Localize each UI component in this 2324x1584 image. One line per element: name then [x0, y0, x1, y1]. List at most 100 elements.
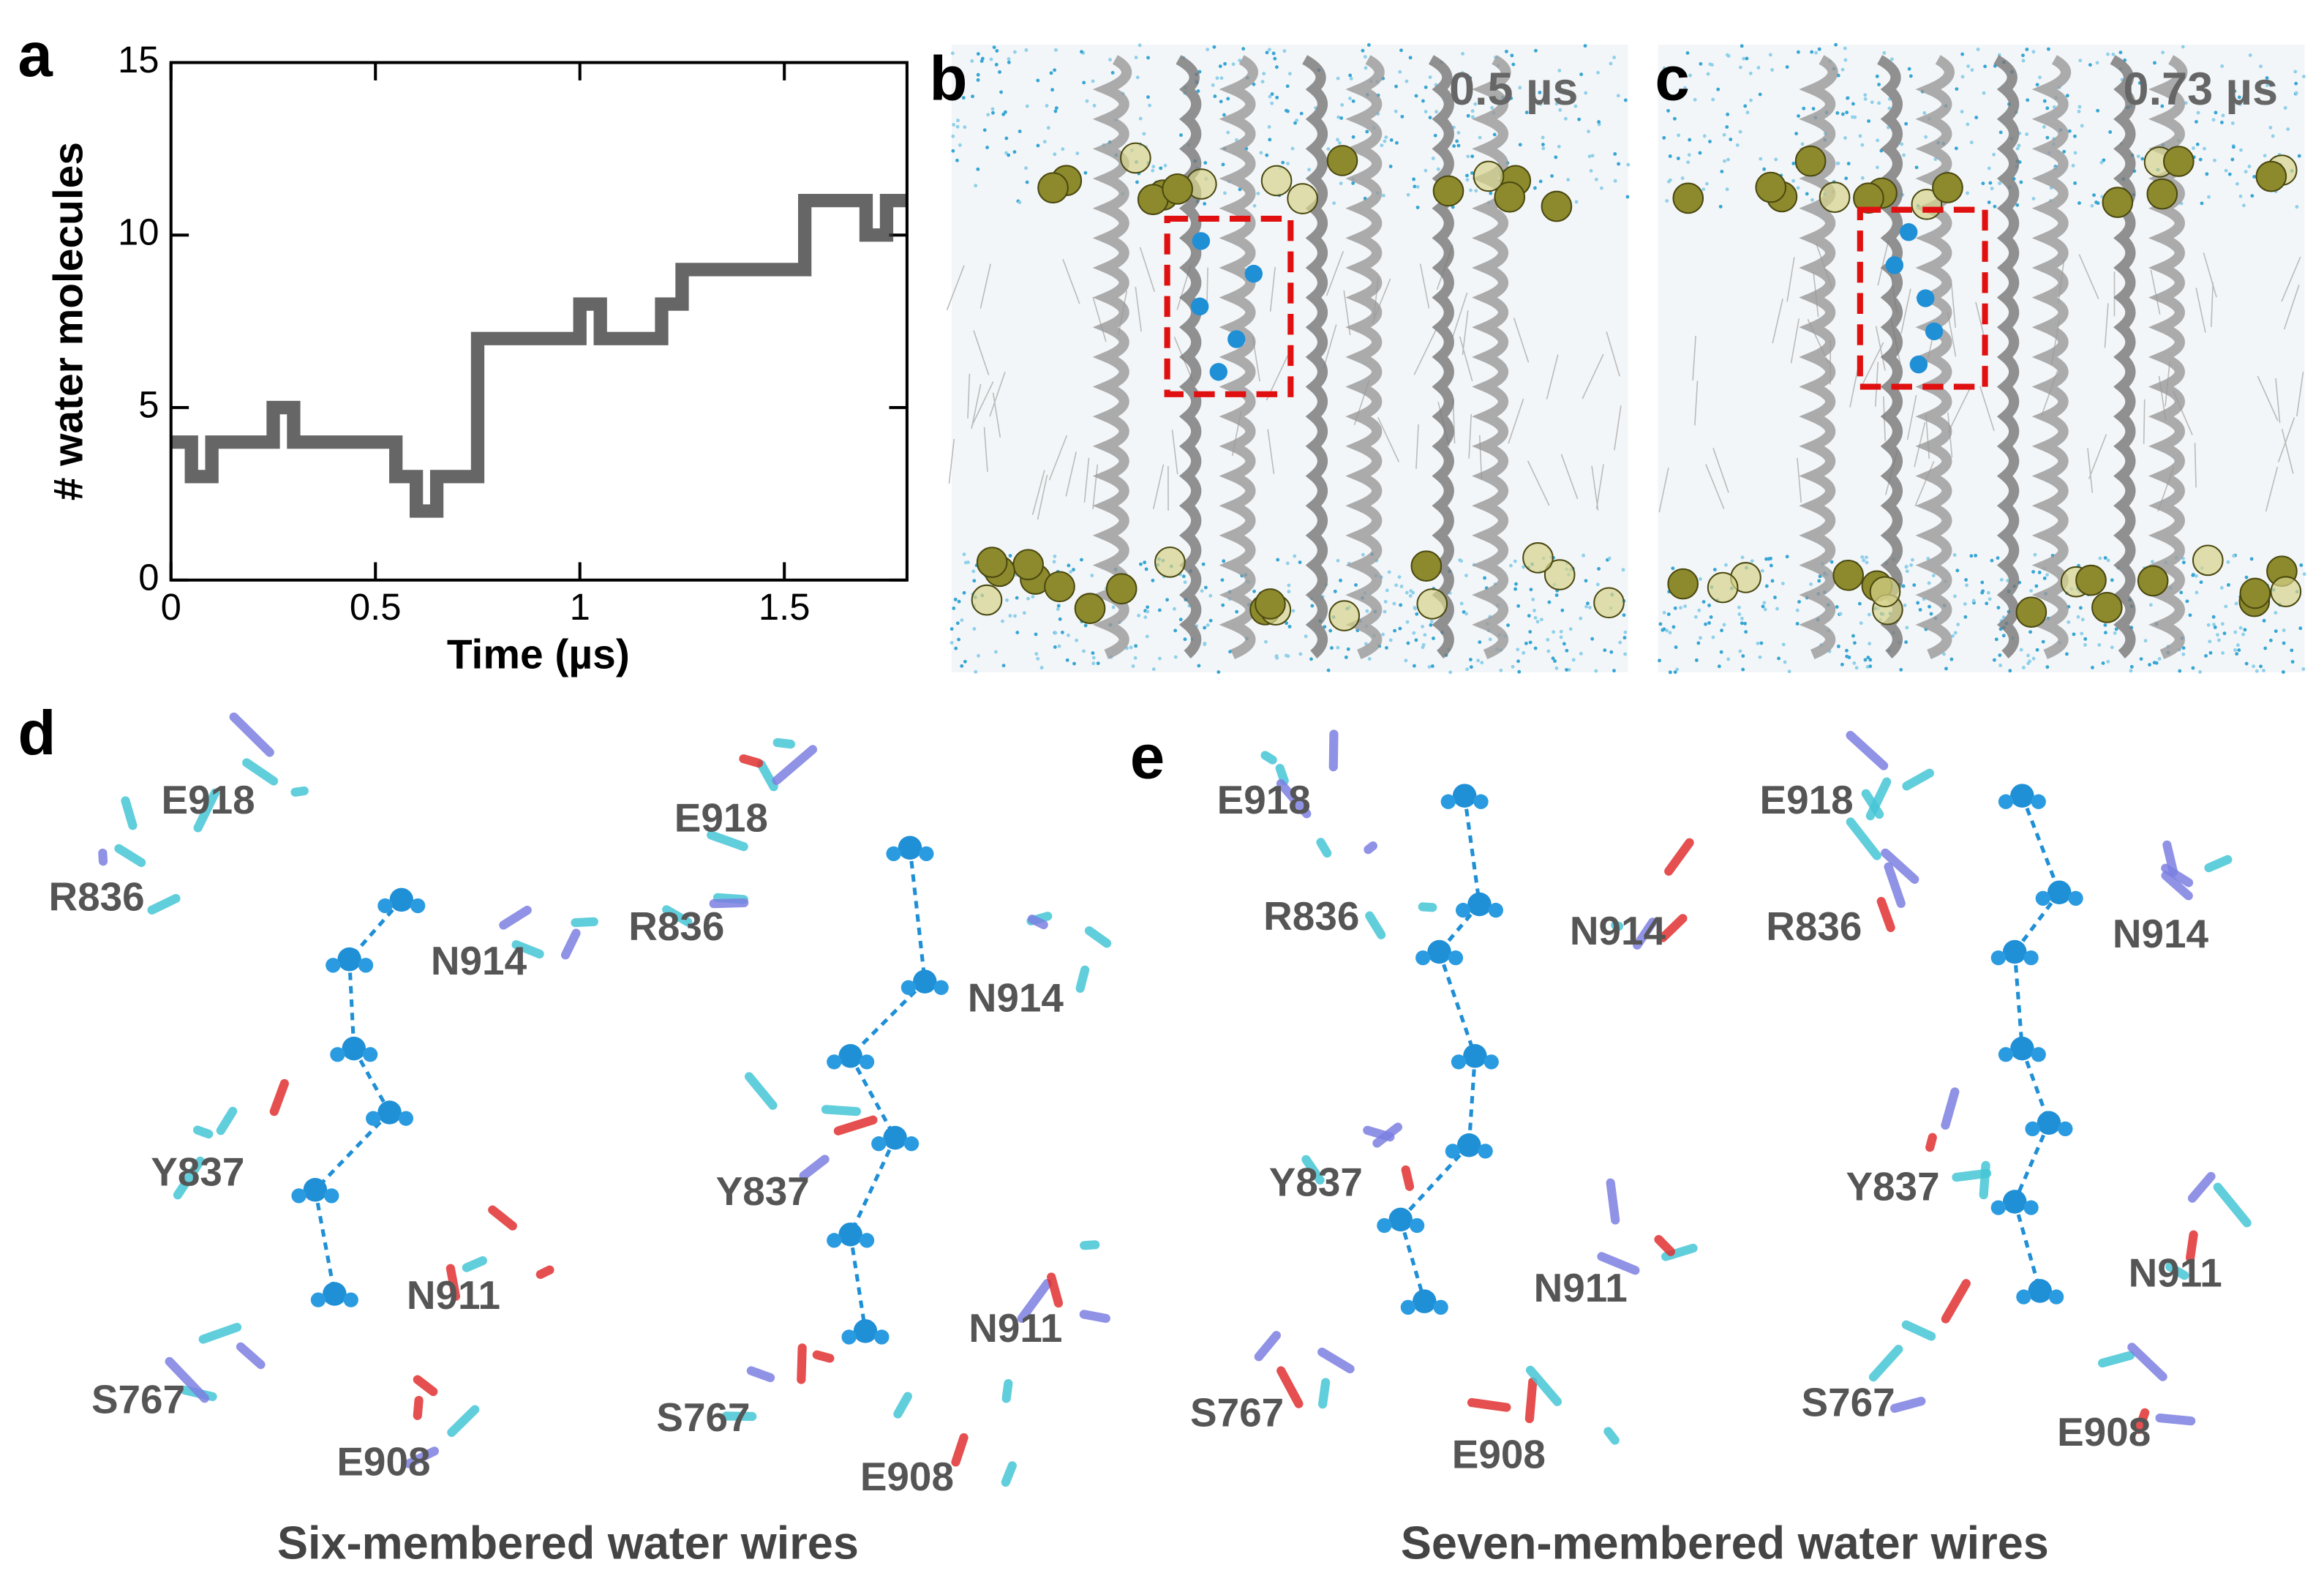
water-dot — [1339, 578, 1342, 582]
water-dot — [1299, 111, 1304, 116]
water-dot — [1666, 108, 1670, 113]
lipid-tail — [2283, 284, 2300, 330]
water-oxygen — [853, 1319, 878, 1343]
water-oxygen — [1467, 892, 1492, 917]
bond — [511, 940, 544, 959]
water-oxygen — [1412, 1289, 1437, 1313]
water-dot — [1514, 582, 1518, 586]
water-dot — [1421, 642, 1426, 647]
water-dot — [1916, 601, 1920, 605]
water-dot — [2213, 158, 2216, 162]
water-oxygen — [389, 887, 414, 912]
water-dot — [1588, 605, 1592, 609]
water-dot — [1452, 144, 1456, 149]
bond — [893, 1392, 912, 1419]
water-dot — [1361, 552, 1365, 557]
water-dot — [1745, 56, 1749, 61]
water-hydrogen — [1451, 1054, 1467, 1070]
water-dot — [1281, 160, 1285, 165]
water-hydrogen — [330, 1047, 345, 1062]
water-dot — [1904, 121, 1909, 126]
phosphate — [2015, 596, 2047, 628]
water-dot — [1612, 56, 1617, 59]
water-dot — [1348, 97, 1352, 100]
phosphate — [2192, 544, 2224, 577]
lipid-tail — [1546, 354, 1559, 399]
water-dot — [1072, 661, 1076, 666]
water-dot — [1811, 107, 1816, 110]
water-hydrogen — [903, 1136, 920, 1152]
water-dot — [2042, 124, 2046, 129]
lipid-tail — [971, 383, 982, 429]
bond — [1276, 778, 1312, 819]
water-dot — [1584, 579, 1588, 583]
water-dot — [1165, 598, 1170, 602]
water-hydrogen — [358, 958, 374, 973]
water-dot — [1768, 53, 1772, 57]
water-dot — [1516, 604, 1521, 608]
water-dot — [1675, 667, 1680, 672]
water-hydrogen — [874, 1329, 890, 1345]
water-dot — [1459, 601, 1464, 606]
water-dot — [1528, 630, 1533, 634]
water-dot — [960, 664, 964, 668]
water-dot — [1337, 140, 1342, 145]
water-oxygen — [1463, 1044, 1487, 1068]
bond — [739, 754, 764, 768]
water-dot — [1424, 168, 1428, 173]
water-dot — [1433, 133, 1437, 138]
water-dot — [1517, 669, 1522, 674]
water-dot — [1415, 206, 1420, 209]
water-dot — [1157, 656, 1162, 661]
lipid-tail — [979, 263, 991, 309]
water-dot — [2045, 665, 2050, 669]
water-dot — [1139, 562, 1143, 566]
bond — [1941, 1279, 1971, 1324]
water-dot — [1795, 622, 1800, 626]
water-hydrogen — [1473, 794, 1489, 809]
water-dot — [1137, 613, 1141, 618]
water-dot — [1388, 165, 1393, 168]
h-bond — [1437, 951, 1477, 1057]
water-dot — [2263, 154, 2267, 158]
water-dot — [1464, 612, 1468, 616]
water-dot — [1931, 574, 1936, 578]
water-dot — [2078, 59, 2083, 63]
water-dot — [1203, 161, 1208, 165]
water-dot — [1400, 114, 1404, 119]
water-dot — [1148, 103, 1152, 108]
phosphate — [1410, 550, 1443, 582]
water-dot — [976, 52, 980, 56]
water-dot — [1284, 653, 1288, 658]
water-dot — [1231, 62, 1236, 67]
water-dot — [2230, 157, 2235, 162]
water-dot — [1671, 566, 1675, 571]
water-dot — [1173, 628, 1178, 633]
helix — [1219, 55, 1258, 660]
water-hydrogen — [1998, 1047, 2014, 1062]
lipid-tail — [1037, 475, 1048, 520]
water-oxygen — [323, 1282, 347, 1306]
water-hydrogen — [871, 1136, 887, 1152]
water-dot — [1928, 604, 1931, 609]
water-dot — [1864, 555, 1868, 560]
water-hydrogen — [859, 1054, 875, 1070]
water-dot — [1952, 553, 1957, 558]
water-dot — [1307, 168, 1311, 172]
water-dot — [2208, 639, 2212, 644]
h-bond — [314, 1111, 391, 1191]
water-dot — [1208, 618, 1213, 623]
water-dot — [1794, 132, 1799, 136]
helix — [1176, 55, 1202, 658]
water-dot — [2001, 634, 2006, 638]
h-bond — [1399, 1219, 1426, 1302]
water-dot — [1845, 648, 1849, 653]
water-dot — [1805, 192, 1809, 196]
water-dot — [1697, 608, 1701, 612]
water-hydrogen — [2025, 1121, 2040, 1137]
water-dot — [2245, 83, 2249, 87]
bond — [1079, 1310, 1110, 1324]
water-dot — [1587, 154, 1592, 159]
water-dot — [1810, 198, 1814, 202]
plot-frame — [169, 61, 909, 582]
